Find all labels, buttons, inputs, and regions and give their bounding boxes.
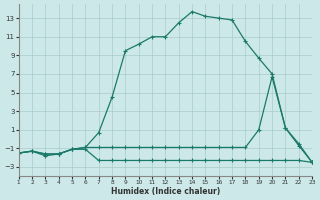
X-axis label: Humidex (Indice chaleur): Humidex (Indice chaleur) — [111, 187, 220, 196]
